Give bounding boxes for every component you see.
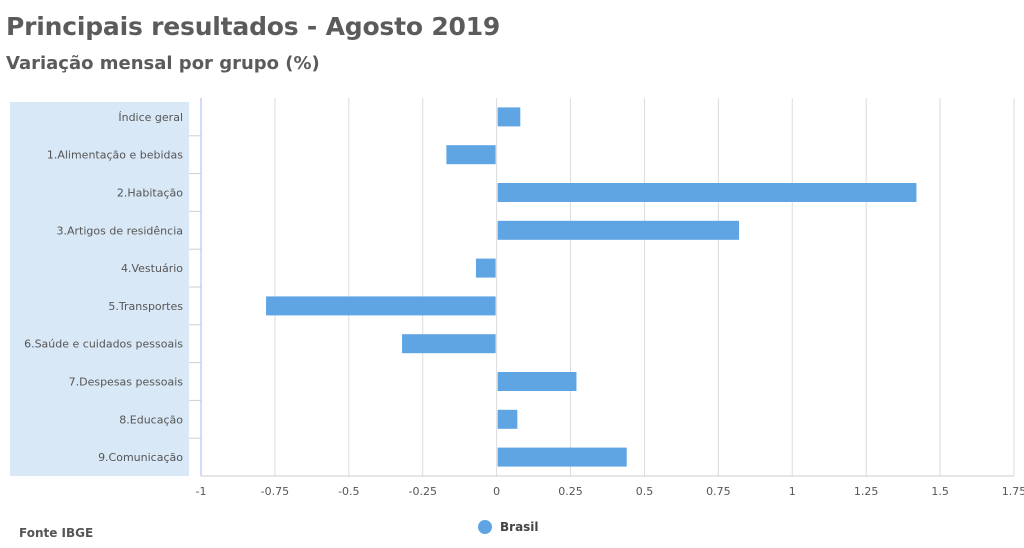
x-tick-label: 1.5 — [931, 485, 949, 498]
bar[interactable] — [497, 107, 521, 127]
bar[interactable] — [266, 296, 496, 316]
category-label: 5.Transportes — [108, 300, 183, 313]
category-label: 9.Comunicação — [98, 451, 183, 464]
bar[interactable] — [497, 409, 518, 429]
category-label: 6.Saúde e cuidados pessoais — [24, 338, 183, 351]
bar[interactable] — [402, 334, 496, 354]
legend-swatch-brasil — [478, 520, 492, 534]
source-note: Fonte IBGE — [19, 526, 94, 540]
x-tick-label: 0 — [493, 485, 500, 498]
x-tick-label: 1 — [789, 485, 796, 498]
bar-chart: Índice geral 1.Alimentação e bebidas 2.Hab… — [10, 98, 1024, 498]
x-tick-label: 1.25 — [854, 485, 879, 498]
chart-subtitle: Variação mensal por grupo (%) — [6, 53, 320, 74]
x-tick-label: -1 — [196, 485, 207, 498]
x-tick-label: -0.25 — [408, 485, 436, 498]
category-label: 7.Despesas pessoais — [69, 376, 184, 389]
legend-label-brasil: Brasil — [500, 520, 539, 534]
category-label: 2.Habitação — [117, 187, 183, 200]
x-tick-label: 0.25 — [558, 485, 583, 498]
category-label: 3.Artigos de residência — [57, 224, 184, 237]
x-tick-label: 0.5 — [636, 485, 654, 498]
bar[interactable] — [497, 447, 627, 467]
category-label-panel — [10, 102, 189, 476]
x-tick-label: -0.75 — [261, 485, 289, 498]
chart-title: Principais resultados - Agosto 2019 — [6, 12, 501, 41]
bar[interactable] — [475, 258, 496, 278]
category-label: 4.Vestuário — [121, 262, 183, 275]
category-label: 8.Educação — [119, 413, 183, 426]
category-label: Índice geral — [118, 111, 183, 124]
bar[interactable] — [497, 183, 917, 202]
category-label: 1.Alimentação e bebidas — [47, 149, 183, 162]
legend[interactable]: Brasil — [478, 518, 539, 536]
x-tick-label: 1.75 — [1002, 485, 1024, 498]
x-tick-label: -0.5 — [338, 485, 359, 498]
bar[interactable] — [446, 145, 496, 165]
bar[interactable] — [497, 220, 740, 240]
x-tick-label: 0.75 — [706, 485, 731, 498]
bar[interactable] — [497, 372, 577, 391]
